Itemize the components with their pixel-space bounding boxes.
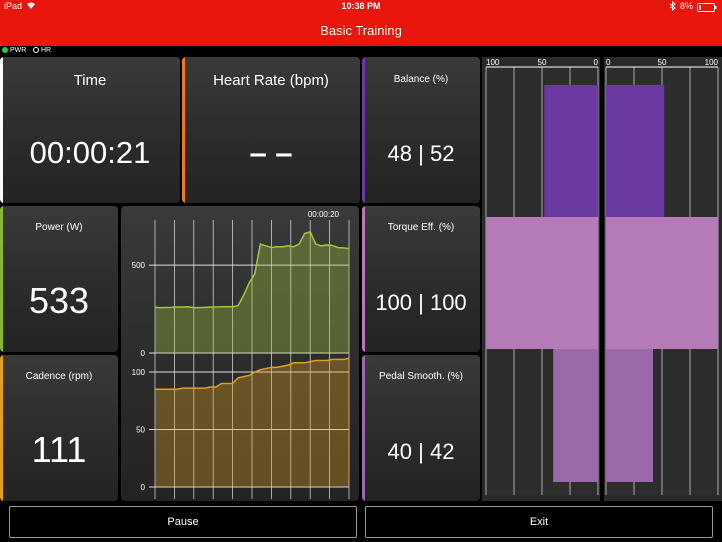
bluetooth-icon	[669, 0, 676, 13]
battery-percent: 8%	[680, 1, 694, 11]
cadence-label: Cadence (rpm)	[25, 371, 93, 382]
heart-rate-tile: Heart Rate (bpm) – –	[182, 57, 360, 203]
time-value: 00:00:21	[29, 135, 151, 170]
pedal-balance-chart: 100 50 0 0 50 100	[485, 57, 719, 501]
power-label: Power (W)	[35, 222, 83, 233]
bar-chart-divider	[600, 57, 604, 501]
right-pedal-tick-label: 50	[658, 58, 667, 67]
left-pedal-bar-torque_effectiveness	[486, 217, 598, 349]
left-pedal-tick-label: 0	[594, 58, 599, 67]
pedal-smoothness-tile: Pedal Smooth. (%) 40 | 42	[362, 355, 480, 501]
time-tile: Time 00:00:21	[0, 57, 180, 203]
page-title: Basic Training	[320, 23, 402, 38]
left-pedal-tick-label: 50	[538, 58, 547, 67]
pedal-smoothness-value: 40 | 42	[387, 439, 455, 464]
pedal-smoothness-label: Pedal Smooth. (%)	[379, 371, 463, 382]
cadence-chart-tick-label: 100	[132, 368, 146, 377]
wifi-icon	[26, 1, 36, 12]
left-pedal-bar-balance	[544, 85, 598, 217]
disconnected-dot-icon	[33, 47, 39, 53]
sensor-hr: HR	[33, 47, 51, 54]
torque-label: Torque Eff. (%)	[387, 222, 455, 233]
status-bar: iPad 10:38 PM 8%	[0, 0, 722, 14]
power-value: 533	[28, 280, 90, 321]
right-pedal-tick-label: 100	[705, 58, 719, 67]
right-pedal-bar-torque_effectiveness	[606, 217, 718, 349]
power-chart-area	[155, 231, 349, 353]
balance-value: 48 | 52	[387, 141, 455, 166]
elapsed-time-label: 00:00:20	[308, 210, 340, 219]
cadence-chart-tick-label: 50	[136, 426, 145, 435]
pedal-balance-chart-panel: 100 50 0 0 50 100	[482, 57, 722, 501]
cadence-chart-line	[155, 357, 350, 390]
title-bar: Basic Training	[0, 14, 722, 46]
right-pedal-bar-pedal_smoothness	[606, 349, 654, 482]
sensor-pwr: PWR	[2, 47, 26, 54]
balance-tile: Balance (%) 48 | 52	[362, 57, 480, 203]
cadence-chart-tick-label: 0	[141, 483, 146, 492]
connected-dot-icon	[2, 47, 8, 53]
power-tile: Power (W) 533	[0, 206, 118, 352]
torque-value: 100 | 100	[375, 290, 467, 315]
power-chart-tick-label: 500	[132, 261, 146, 270]
heart-rate-value: – –	[249, 135, 293, 170]
battery-icon	[697, 3, 717, 14]
device-name: iPad	[4, 1, 23, 11]
cadence-chart-area	[155, 358, 349, 487]
right-pedal-bar-balance	[606, 85, 665, 217]
right-pedal-tick-label: 0	[606, 58, 611, 67]
clock: 10:38 PM	[341, 1, 381, 11]
power-chart-line	[154, 230, 350, 309]
left-pedal-bar-pedal_smoothness	[553, 349, 598, 482]
time-label: Time	[73, 72, 107, 89]
balance-label: Balance (%)	[393, 74, 449, 85]
heart-rate-label: Heart Rate (bpm)	[213, 72, 329, 89]
cadence-value: 111	[31, 429, 87, 470]
exit-button[interactable]: Exit	[365, 506, 713, 538]
left-pedal-tick-label: 100	[486, 58, 500, 67]
torque-tile: Torque Eff. (%) 100 | 100	[362, 206, 480, 352]
cadence-tile: Cadence (rpm) 111	[0, 355, 118, 501]
sensor-status: PWR HR	[0, 46, 722, 57]
power-chart-tick-label: 0	[141, 349, 146, 358]
pause-button[interactable]: Pause	[9, 506, 357, 538]
power-cadence-chart-panel: 00:00:20 500 0 100 50 0	[121, 206, 359, 501]
